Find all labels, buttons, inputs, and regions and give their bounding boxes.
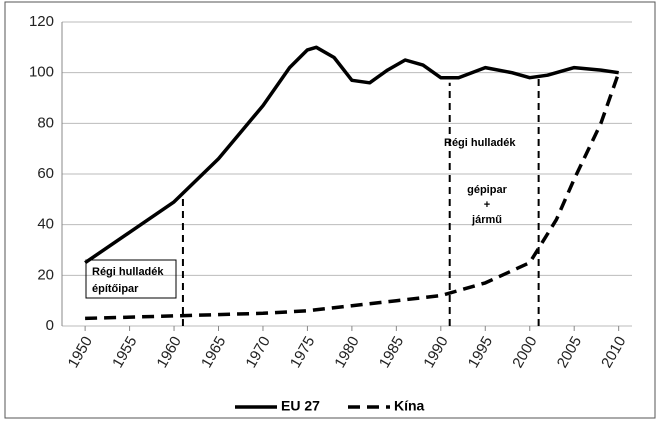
- annotation: gépipar: [467, 184, 507, 196]
- chart-frame: [4, 1, 656, 419]
- annotation: építőipar: [92, 283, 139, 295]
- series-line: [85, 72, 621, 321]
- annotation: +: [484, 199, 490, 211]
- annotation: Régi hulladék: [92, 266, 164, 278]
- annotation: Régi hulladék: [444, 137, 516, 149]
- y-tick-label: 100: [29, 64, 54, 81]
- y-tick-label: 80: [37, 114, 54, 131]
- y-tick-label: 120: [29, 13, 54, 30]
- y-tick-label: 60: [37, 165, 54, 182]
- series-line: [84, 45, 619, 265]
- annotation-box: [85, 259, 177, 299]
- y-tick-label: 0: [46, 317, 54, 334]
- legend-label: EU 27: [281, 398, 320, 414]
- annotation: jármű: [471, 214, 502, 226]
- legend-label: Kína: [394, 398, 425, 414]
- y-tick-label: 20: [37, 266, 54, 283]
- y-tick-label: 40: [37, 216, 54, 233]
